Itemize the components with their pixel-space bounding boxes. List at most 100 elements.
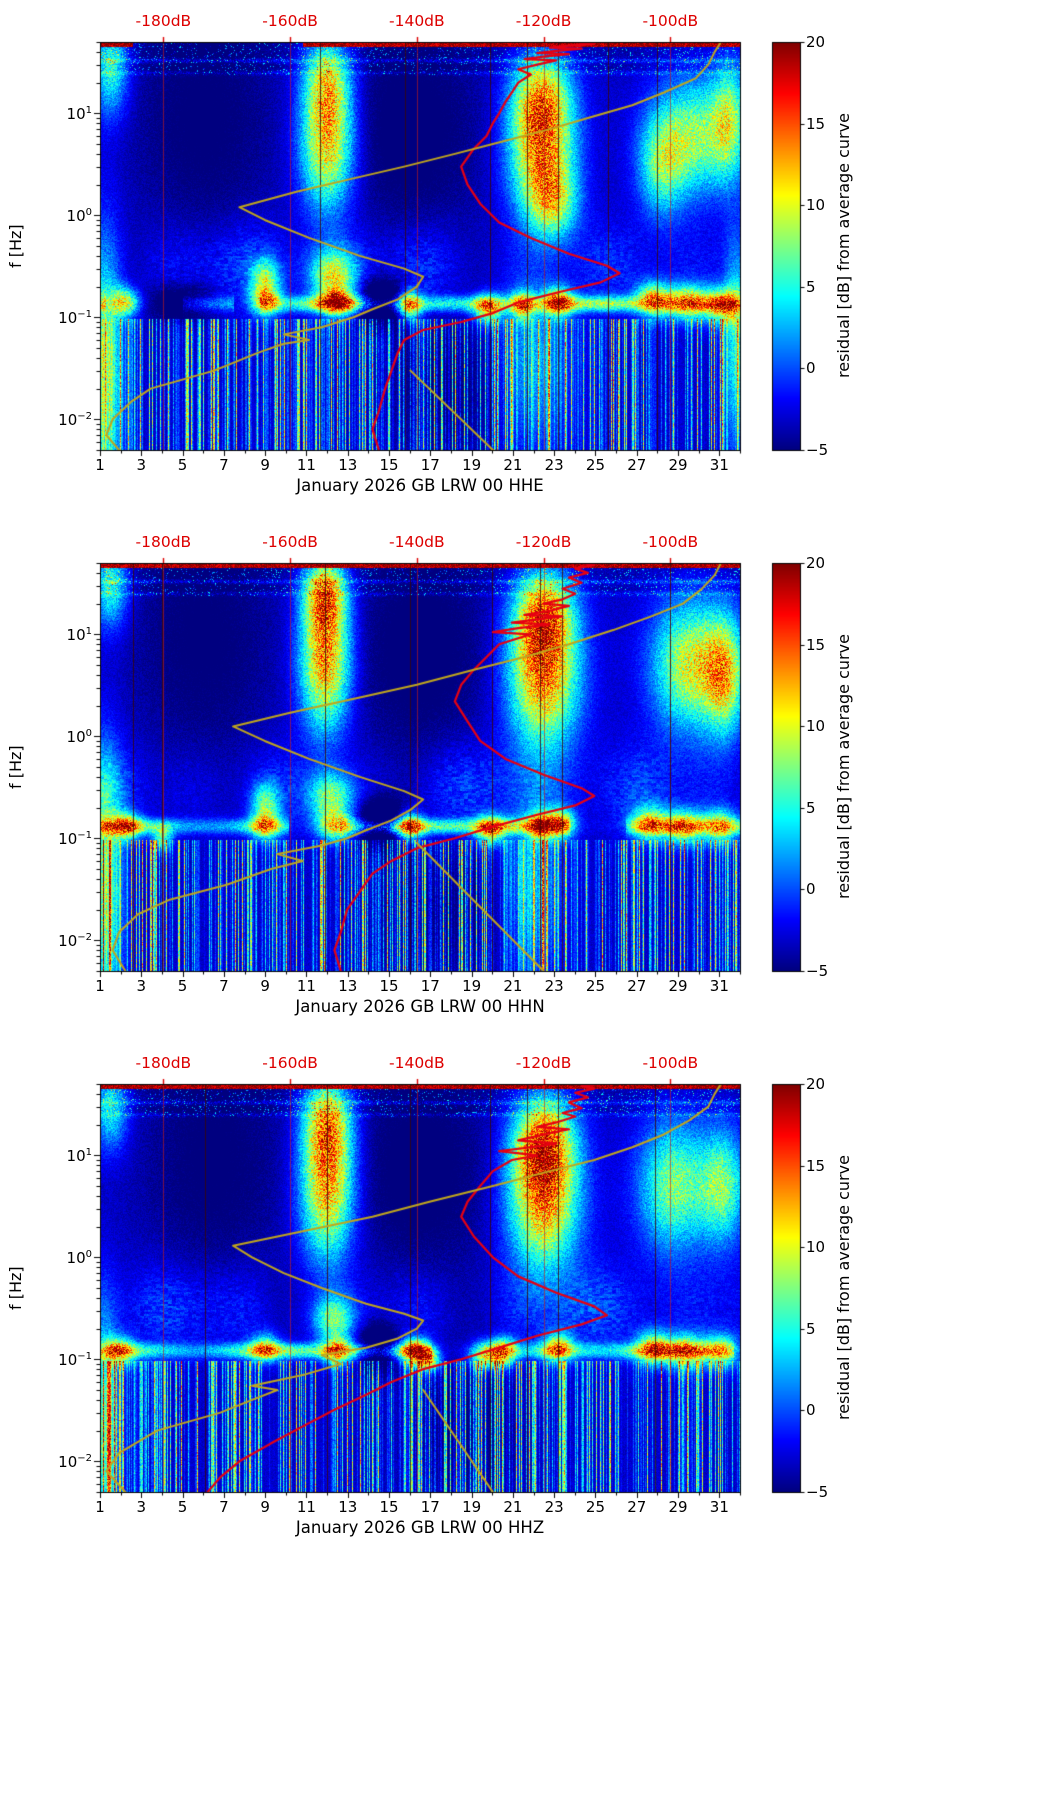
y-tick-label: 101 bbox=[66, 105, 92, 124]
x-tick-label: 11 bbox=[296, 1498, 316, 1516]
y-tick-exponent: 1 bbox=[85, 626, 92, 638]
x-tick-label: 15 bbox=[379, 1498, 399, 1516]
x-tick-label: 7 bbox=[219, 456, 229, 474]
x-tick-label: 17 bbox=[420, 977, 440, 995]
x-tick-label: 9 bbox=[260, 977, 270, 995]
x-tick-label: 31 bbox=[709, 1498, 729, 1516]
colorbar-tick-label: 5 bbox=[806, 1319, 816, 1338]
y-axis-label: f [Hz] bbox=[6, 224, 25, 268]
top-axis-tick-label: -160dB bbox=[262, 1054, 318, 1072]
y-axis-label: f [Hz] bbox=[6, 745, 25, 789]
x-tick-label: 27 bbox=[627, 1498, 647, 1516]
x-tick-label: 25 bbox=[585, 456, 606, 474]
x-tick-label: 9 bbox=[260, 456, 270, 474]
x-tick-label: 3 bbox=[136, 456, 147, 474]
x-tick-label: 17 bbox=[420, 1498, 440, 1516]
y-tick-exponent: −2 bbox=[77, 1453, 92, 1465]
colorbar-label: residual [dB] from average curve bbox=[834, 634, 853, 900]
top-axis-tick-label: -120dB bbox=[515, 12, 572, 30]
colorbar-tick-label: 15 bbox=[806, 1156, 826, 1175]
y-tick-label: 100 bbox=[66, 728, 92, 747]
colorbar-tick-label: 5 bbox=[806, 277, 816, 296]
x-tick-label: 21 bbox=[503, 977, 523, 995]
x-tick-label: 13 bbox=[338, 456, 358, 474]
x-tick-label: 31 bbox=[709, 456, 729, 474]
x-tick-label: 23 bbox=[544, 977, 564, 995]
spectrogram-panel-hhz: f [Hz] January 2026 GB LRW 00 HHZ residu… bbox=[0, 1042, 1052, 1563]
x-axis-label: January 2026 GB LRW 00 HHZ bbox=[295, 1518, 545, 1537]
x-tick-label: 9 bbox=[260, 1498, 270, 1516]
colorbar-tick-label: 10 bbox=[806, 196, 826, 215]
y-tick-label: 10−2 bbox=[58, 411, 92, 430]
x-tick-label: 1 bbox=[95, 977, 105, 995]
x-tick-label: 3 bbox=[136, 1498, 147, 1516]
top-axis-tick-label: -140dB bbox=[389, 533, 445, 551]
y-tick-label: 100 bbox=[66, 207, 92, 226]
x-tick-label: 19 bbox=[462, 1498, 482, 1516]
top-axis-tick-label: -180dB bbox=[135, 1054, 192, 1072]
colorbar-tick-label: 15 bbox=[806, 114, 826, 133]
y-tick-label: 10−2 bbox=[58, 932, 92, 951]
top-axis-tick-label: -160dB bbox=[262, 533, 318, 551]
y-tick-exponent: 0 bbox=[85, 728, 92, 740]
colorbar-label: residual [dB] from average curve bbox=[834, 1155, 853, 1421]
x-tick-label: 27 bbox=[627, 456, 647, 474]
x-tick-label: 27 bbox=[627, 977, 647, 995]
x-tick-label: 21 bbox=[503, 1498, 523, 1516]
x-tick-label: 7 bbox=[219, 977, 229, 995]
colorbar-tick-label: 0 bbox=[806, 880, 816, 899]
colorbar-tick-label: −5 bbox=[806, 441, 829, 459]
top-axis-tick-label: -180dB bbox=[135, 533, 192, 551]
x-tick-label: 1 bbox=[95, 1498, 105, 1516]
top-axis-tick-label: -160dB bbox=[262, 12, 318, 30]
x-axis-label: January 2026 GB LRW 00 HHN bbox=[295, 997, 545, 1016]
colorbar-tick-label: −5 bbox=[806, 962, 829, 980]
x-tick-label: 13 bbox=[338, 1498, 358, 1516]
colorbar-tick-label: 0 bbox=[806, 359, 816, 378]
x-tick-label: 13 bbox=[338, 977, 358, 995]
x-tick-label: 1 bbox=[95, 456, 105, 474]
colorbar-tick-label: −5 bbox=[806, 1483, 829, 1501]
colorbar-tick-label: 5 bbox=[806, 798, 816, 817]
x-tick-label: 25 bbox=[585, 1498, 606, 1516]
x-tick-label: 15 bbox=[379, 977, 399, 995]
x-tick-label: 5 bbox=[177, 977, 188, 995]
colorbar-label: residual [dB] from average curve bbox=[834, 113, 853, 379]
colorbar-tick-label: 10 bbox=[806, 1238, 826, 1257]
x-tick-label: 3 bbox=[136, 977, 147, 995]
x-tick-label: 29 bbox=[668, 977, 688, 995]
top-axis-tick-label: -140dB bbox=[389, 12, 445, 30]
x-tick-label: 25 bbox=[585, 977, 606, 995]
x-tick-label: 19 bbox=[462, 456, 482, 474]
y-tick-label: 10−1 bbox=[58, 309, 92, 328]
y-tick-label: 10−2 bbox=[58, 1453, 92, 1472]
colorbar-tick-label: 20 bbox=[806, 33, 826, 51]
x-tick-label: 21 bbox=[503, 456, 523, 474]
y-tick-label: 10−1 bbox=[58, 1351, 92, 1370]
y-tick-exponent: 0 bbox=[85, 1249, 92, 1261]
x-tick-label: 31 bbox=[709, 977, 729, 995]
x-tick-label: 5 bbox=[177, 1498, 188, 1516]
y-tick-exponent: −1 bbox=[77, 1351, 92, 1363]
x-tick-label: 5 bbox=[177, 456, 188, 474]
top-axis-tick-label: -120dB bbox=[515, 1054, 572, 1072]
colorbar-tick-label: 20 bbox=[806, 1075, 826, 1093]
x-tick-label: 15 bbox=[379, 456, 399, 474]
x-tick-label: 11 bbox=[296, 977, 316, 995]
top-axis-tick-label: -100dB bbox=[642, 1054, 699, 1072]
colorbar-tick-label: 10 bbox=[806, 717, 826, 736]
spectrogram-panel-hhn: f [Hz] January 2026 GB LRW 00 HHN residu… bbox=[0, 521, 1052, 1042]
colorbar-tick-label: 20 bbox=[806, 554, 826, 572]
x-tick-label: 19 bbox=[462, 977, 482, 995]
y-axis-label: f [Hz] bbox=[6, 1266, 25, 1310]
x-tick-label: 7 bbox=[219, 1498, 229, 1516]
spectrogram-canvas-hhz bbox=[0, 1042, 1052, 1563]
x-tick-label: 17 bbox=[420, 456, 440, 474]
top-axis-tick-label: -180dB bbox=[135, 12, 192, 30]
top-axis-tick-label: -120dB bbox=[515, 533, 572, 551]
x-axis-label: January 2026 GB LRW 00 HHE bbox=[296, 476, 544, 495]
spectrogram-panel-hhe: f [Hz] January 2026 GB LRW 00 HHE residu… bbox=[0, 0, 1052, 521]
x-tick-label: 11 bbox=[296, 456, 316, 474]
spectrogram-canvas-hhe bbox=[0, 0, 1052, 521]
